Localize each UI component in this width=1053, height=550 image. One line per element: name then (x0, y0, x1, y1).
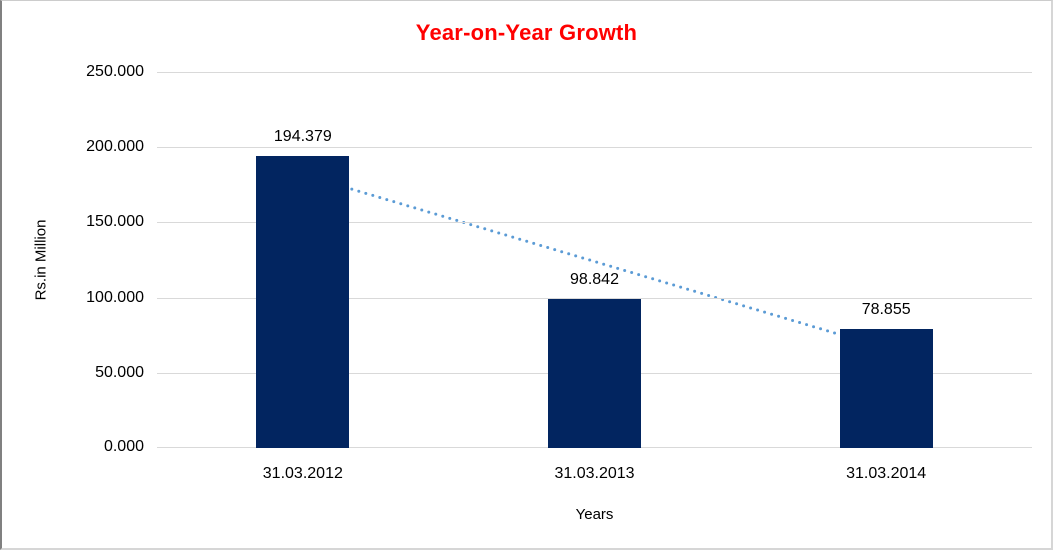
bar-value-label: 194.379 (273, 127, 332, 145)
chart-title: Year-on-Year Growth (415, 20, 638, 45)
bar-value-label: 98.842 (570, 271, 619, 289)
x-axis-title: Years (575, 506, 614, 523)
y-tick-label: 250.000 (86, 63, 144, 80)
x-tick-label: 31.03.2012 (262, 465, 343, 482)
bar (548, 299, 641, 448)
x-tick-label: 31.03.2014 (846, 465, 927, 482)
y-tick-label: 100.000 (86, 288, 144, 306)
y-tick-label: 50.000 (95, 363, 144, 381)
y-tick-label: 200.000 (86, 138, 144, 156)
plot-area (157, 72, 1032, 448)
gridline (157, 222, 1032, 224)
bar-value-label: 78.855 (861, 301, 911, 319)
bar (839, 329, 933, 448)
y-tick-label: 150.000 (86, 213, 144, 231)
bar (256, 155, 350, 448)
gridline (157, 147, 1032, 149)
y-tick-label: 0.000 (103, 438, 144, 455)
x-tick-label: 31.03.2013 (554, 465, 635, 482)
gridline (157, 72, 1032, 73)
gridline (157, 297, 1032, 299)
trendline (301, 173, 888, 350)
